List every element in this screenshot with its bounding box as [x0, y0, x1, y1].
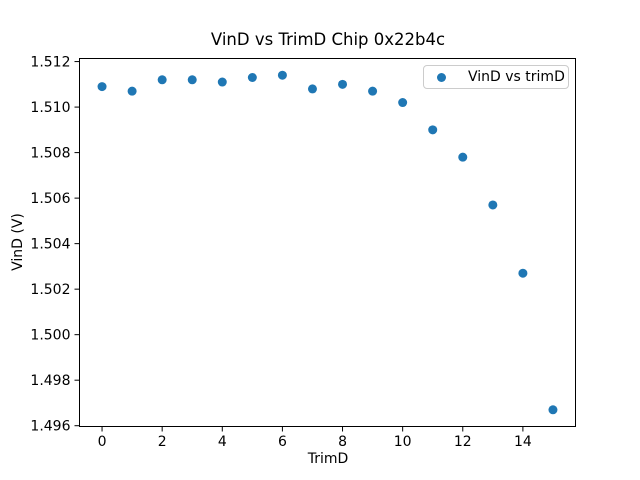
y-tick-label: 1.508: [30, 146, 70, 162]
y-tick-label: 1.504: [30, 237, 70, 253]
scatter-point: [398, 98, 408, 108]
legend-marker-icon: [437, 72, 446, 82]
scatter-point: [338, 79, 348, 89]
x-tick-label: 6: [278, 434, 287, 450]
scatter-point: [187, 75, 197, 85]
scatter-point: [368, 86, 378, 96]
y-tick-label: 1.510: [30, 100, 70, 116]
scatter-point: [247, 73, 257, 83]
scatter-point: [307, 84, 317, 94]
y-tick-label: 1.506: [30, 191, 70, 207]
x-tick-label: 4: [218, 434, 227, 450]
x-tick-label: 8: [338, 434, 347, 450]
plot-frame: [79, 58, 576, 427]
x-tick-label: 10: [394, 434, 412, 450]
x-tick-label: 2: [158, 434, 167, 450]
scatter-point: [458, 152, 468, 162]
y-axis-label: VinD (V): [10, 213, 26, 271]
chart-title: VinD vs TrimD Chip 0x22b4c: [210, 30, 446, 49]
x-tick-label: 0: [98, 434, 107, 450]
y-tick-label: 1.512: [30, 55, 70, 71]
scatter-point: [518, 268, 528, 278]
scatter-point: [217, 77, 227, 87]
scatter-point: [488, 200, 498, 210]
y-tick-label: 1.500: [30, 328, 70, 344]
x-tick-label: 14: [514, 434, 532, 450]
scatter-point: [548, 405, 558, 415]
x-tick-label: 12: [454, 434, 472, 450]
scatter-point: [428, 125, 438, 135]
legend-label: VinD vs trimD: [468, 69, 565, 85]
x-axis-label: TrimD: [307, 451, 349, 467]
scatter-point: [157, 75, 167, 85]
scatter-point: [127, 86, 137, 96]
scatter-point: [277, 70, 287, 80]
y-tick-label: 1.496: [30, 419, 70, 435]
legend: VinD vs trimD: [423, 65, 569, 89]
y-tick-label: 1.498: [30, 373, 70, 389]
y-tick-label: 1.502: [30, 282, 70, 298]
scatter-point: [97, 82, 107, 92]
